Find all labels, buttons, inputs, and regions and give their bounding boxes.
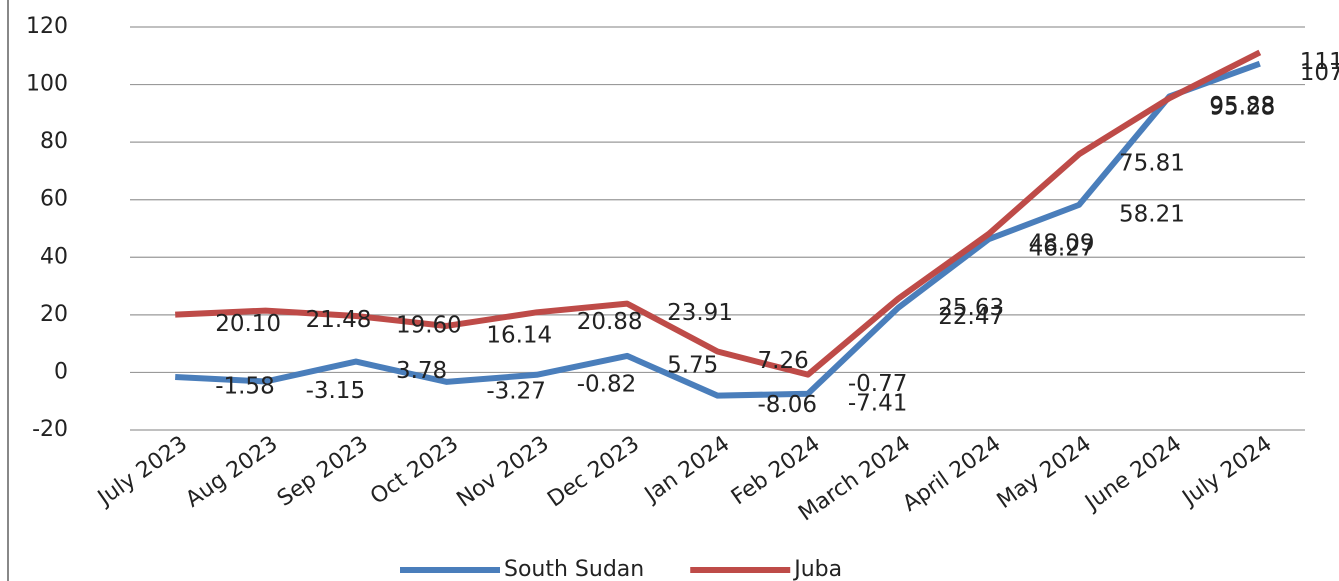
data-label: 21.48	[306, 307, 372, 333]
data-label: 20.88	[577, 309, 643, 335]
data-label: -7.41	[848, 390, 908, 416]
x-tick-label: July 2023	[92, 431, 192, 511]
x-tick-label: Nov 2023	[453, 431, 554, 512]
data-label: 111.15	[1300, 49, 1339, 75]
data-label: 107.27	[1300, 60, 1339, 86]
x-tick-label: June 2024	[1079, 431, 1186, 516]
data-label: -3.15	[306, 378, 366, 404]
data-label: 95.28	[1209, 95, 1275, 121]
y-tick-label: -20	[32, 417, 68, 442]
y-tick-label: 0	[54, 359, 68, 384]
data-label: 75.81	[1119, 151, 1185, 177]
x-tick-label: Jan 2024	[639, 431, 734, 508]
data-label: 48.09	[1029, 230, 1095, 256]
legend-label: Juba	[792, 557, 842, 581]
y-tick-label: 60	[40, 187, 68, 212]
data-label: -3.27	[486, 378, 546, 404]
x-tick-label: Dec 2023	[543, 431, 644, 512]
data-label: 7.26	[758, 348, 809, 374]
series-line	[175, 60, 1261, 399]
data-label: 58.21	[1119, 201, 1185, 227]
x-tick-label: Aug 2023	[181, 431, 282, 512]
y-tick-label: 40	[40, 244, 68, 269]
x-tick-label: Oct 2023	[366, 431, 463, 509]
y-tick-label: 20	[40, 302, 68, 327]
data-label: 20.10	[215, 311, 281, 337]
series-line	[175, 49, 1262, 378]
data-label: -0.82	[577, 371, 637, 397]
data-label: 3.78	[396, 358, 447, 384]
y-tick-label: 100	[26, 72, 68, 97]
y-tick-label: 120	[26, 14, 68, 39]
data-label: 22.47	[938, 304, 1004, 330]
x-tick-label: Sep 2023	[273, 431, 373, 511]
x-tick-label: May 2024	[993, 431, 1096, 514]
data-label: 46.27	[1029, 236, 1095, 262]
data-label: 16.14	[486, 322, 552, 348]
data-label: 95.88	[1209, 93, 1275, 119]
data-label: -8.06	[758, 392, 818, 418]
data-label: -1.58	[215, 373, 275, 399]
data-label: 5.75	[667, 352, 718, 378]
data-label: 25.63	[938, 295, 1004, 321]
data-label: 19.60	[396, 313, 462, 339]
x-tick-label: July 2024	[1177, 431, 1277, 511]
data-label: 23.91	[667, 300, 733, 326]
legend-label: South Sudan	[504, 557, 644, 581]
data-label: -0.77	[848, 371, 908, 397]
x-tick-label: April 2024	[898, 431, 1005, 516]
y-tick-label: 80	[40, 129, 68, 154]
